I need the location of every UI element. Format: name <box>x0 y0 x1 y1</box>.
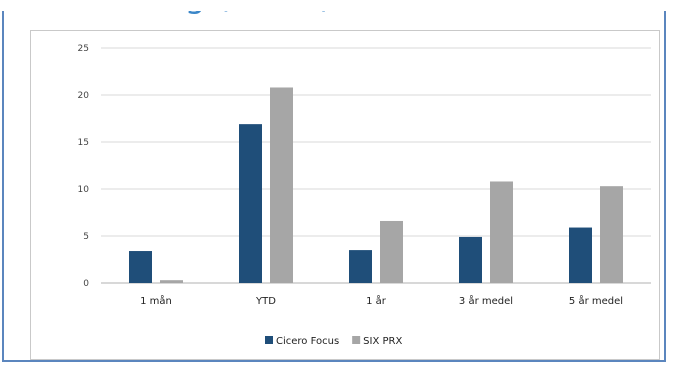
x-category-label: YTD <box>255 296 276 307</box>
y-tick-label: 20 <box>78 91 90 101</box>
x-category-label: 1 mån <box>140 294 172 307</box>
x-category-label: 1 år <box>366 294 387 307</box>
legend: Cicero Focus SIX PRX <box>265 336 402 347</box>
y-tick-label: 25 <box>78 44 89 54</box>
bar-six-prx <box>270 87 293 283</box>
y-tick-label: 15 <box>78 138 89 148</box>
gridlines <box>101 47 651 284</box>
y-tick-label: 5 <box>83 232 89 242</box>
bar-cicero-focus <box>459 236 482 283</box>
legend-label: Cicero Focus <box>276 336 339 347</box>
bar-six-prx <box>600 186 623 283</box>
bar-cicero-focus <box>239 124 262 283</box>
legend-swatch <box>265 336 273 344</box>
legend-label: SIX PRX <box>363 336 402 347</box>
y-tick-label: 0 <box>83 279 89 289</box>
frame-top-mask <box>0 0 674 11</box>
y-axis: 0 5 10 15 20 25 <box>78 44 90 289</box>
bar-chart: 0 5 10 15 20 25 1 mån YTD 1 år 3 år medel 5 år me… <box>78 44 651 347</box>
x-axis: 1 mån YTD 1 år 3 år medel 5 år medel <box>140 294 623 307</box>
legend-swatch <box>352 336 361 344</box>
bar-cicero-focus <box>349 250 372 283</box>
bars <box>129 87 623 283</box>
x-category-label: 5 år medel <box>569 294 623 307</box>
bar-cicero-focus <box>129 251 152 283</box>
y-tick-label: 10 <box>78 185 90 195</box>
bar-six-prx <box>490 181 513 283</box>
x-category-label: 3 år medel <box>459 294 513 307</box>
chart-area: 0 5 10 15 20 25 1 mån YTD 1 år 3 år medel 5 år me… <box>30 30 660 360</box>
bar-six-prx <box>380 220 403 283</box>
bar-six-prx <box>160 280 183 283</box>
bar-cicero-focus <box>569 227 592 283</box>
